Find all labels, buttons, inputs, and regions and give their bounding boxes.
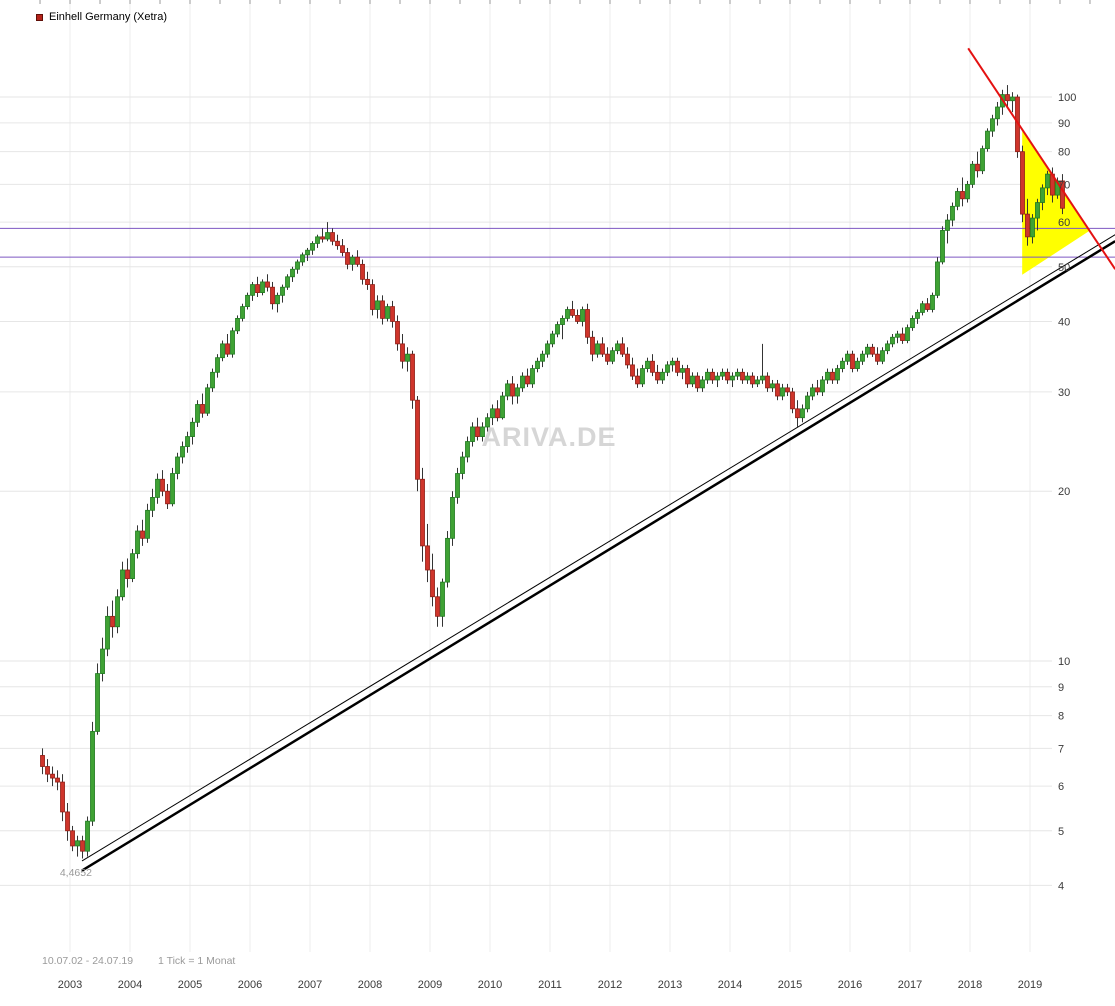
y-axis-label: 60: [1058, 217, 1070, 229]
x-axis-label: 2005: [178, 979, 202, 991]
y-axis-label: 7: [1058, 743, 1064, 755]
x-axis-label: 2015: [778, 979, 802, 991]
y-axis-label: 6: [1058, 781, 1064, 793]
watermark: ARIVA.DE: [481, 422, 617, 452]
y-axis-label: 30: [1058, 387, 1070, 399]
y-axis-label: 4: [1058, 880, 1064, 892]
x-axis-label: 2004: [118, 979, 142, 991]
top-axis-ticks: [39, 0, 1091, 4]
x-axis-label: 2017: [898, 979, 922, 991]
support-thin-trendline: [81, 234, 1115, 862]
y-axis-label: 5: [1058, 826, 1064, 838]
tick-interval-label: 1 Tick = 1 Monat: [158, 955, 236, 967]
y-axis-label: 90: [1058, 118, 1070, 130]
horizontal-support-lines: [0, 227, 1115, 258]
y-axis-label: 40: [1058, 316, 1070, 328]
y-axis-label: 10: [1058, 656, 1070, 668]
y-axis-label: 80: [1058, 147, 1070, 159]
x-axis-label: 2014: [718, 979, 742, 991]
legend-marker-icon: [36, 13, 43, 21]
chart-footer: 10.07.02 - 24.07.19 1 Tick = 1 Monat: [42, 955, 235, 967]
y-axis-label: 8: [1058, 711, 1064, 723]
x-axis-label: 2006: [238, 979, 262, 991]
x-axis-label: 2007: [298, 979, 322, 991]
gridlines: [0, 0, 1052, 952]
x-axis-label: 2010: [478, 979, 502, 991]
x-axis-label: 2016: [838, 979, 862, 991]
x-axis-label: 2012: [598, 979, 622, 991]
x-axis-label: 2008: [358, 979, 382, 991]
chart-legend: Einhell Germany (Xetra): [36, 11, 167, 23]
x-axis-label: 2011: [538, 979, 562, 991]
x-axis-label: 2019: [1018, 979, 1042, 991]
x-axis-label: 2003: [58, 979, 82, 991]
date-range-label: 10.07.02 - 24.07.19: [42, 955, 134, 967]
x-axis-label: 2018: [958, 979, 982, 991]
resistance-red-trendline: [967, 47, 1115, 270]
candlestick-series: [40, 85, 1065, 859]
triangle-pattern-highlight: [1022, 129, 1089, 275]
y-axis-label: 20: [1058, 486, 1070, 498]
legend-label: Einhell Germany (Xetra): [49, 11, 167, 23]
y-axis-label: 50: [1058, 262, 1070, 274]
support-thick-trendline: [81, 240, 1115, 872]
x-axis-label: 2013: [658, 979, 682, 991]
y-axis-label: 100: [1058, 92, 1076, 104]
low-price-label: 4,4652: [60, 867, 92, 879]
x-axis-label: 2009: [418, 979, 442, 991]
y-axis-label: 9: [1058, 682, 1064, 694]
y-axis-label: 70: [1058, 179, 1070, 191]
